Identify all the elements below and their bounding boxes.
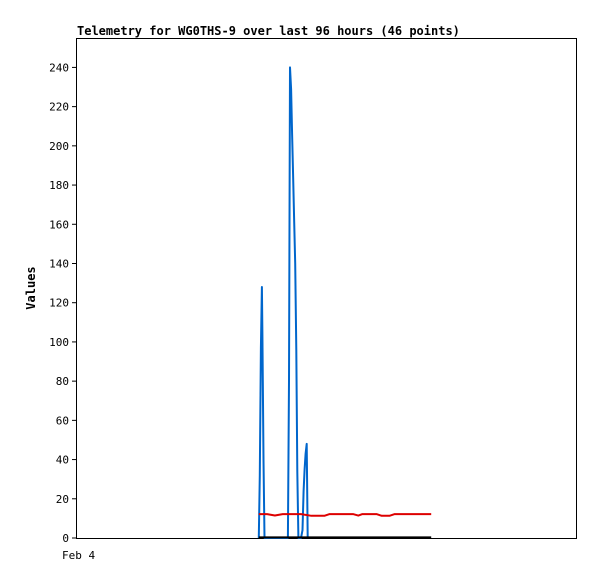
y-tick-label: 180 bbox=[49, 179, 69, 192]
y-tick-label: 240 bbox=[49, 61, 69, 74]
y-tick-label: 60 bbox=[56, 414, 69, 427]
y-tick-label: 220 bbox=[49, 101, 69, 114]
y-tick-label: 140 bbox=[49, 257, 69, 270]
y-tick-label: 0 bbox=[62, 532, 69, 545]
y-tick-label: 160 bbox=[49, 218, 69, 231]
y-axis-ticks: 0 20 40 60 80 100 120 140 160 180 200 220 240 bbox=[49, 61, 77, 545]
chart-title: Telemetry for WG0THS-9 over last 96 hour… bbox=[77, 24, 460, 38]
y-tick-label: 20 bbox=[56, 493, 69, 506]
series-group bbox=[257, 66, 432, 539]
series-line-0 bbox=[257, 66, 309, 539]
y-tick-label: 80 bbox=[56, 375, 69, 388]
y-tick-label: 200 bbox=[49, 140, 69, 153]
series-line-1 bbox=[258, 513, 432, 517]
y-tick-label: 40 bbox=[56, 454, 69, 467]
plot-area bbox=[76, 38, 577, 539]
y-tick-label: 120 bbox=[49, 297, 69, 310]
y-tick-label: 100 bbox=[49, 336, 69, 349]
x-axis-ticks: Feb 4 bbox=[62, 549, 95, 562]
y-axis-label: Values bbox=[24, 266, 38, 309]
x-tick-label: Feb 4 bbox=[62, 549, 95, 562]
